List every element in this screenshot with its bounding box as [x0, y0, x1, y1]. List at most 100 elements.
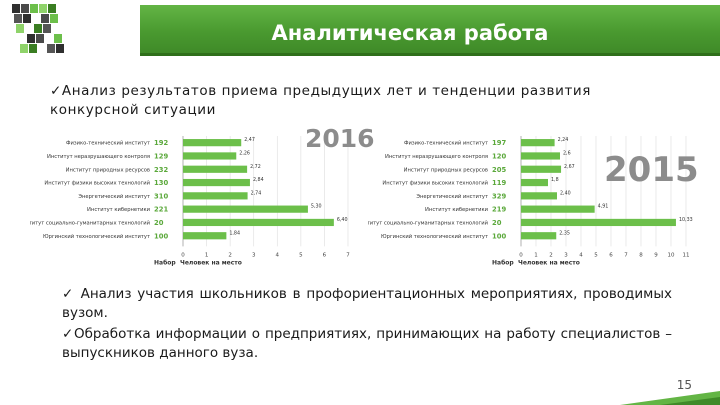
slide-header: Аналитическая работа: [0, 0, 720, 58]
nabor-value: 221: [154, 206, 168, 214]
page-number: 15: [676, 378, 692, 392]
category-label: Энергетический институт: [416, 193, 488, 200]
year-label-2016: 2016: [305, 124, 375, 153]
x-tick-label: 11: [683, 252, 690, 258]
data-label: 1,84: [229, 230, 240, 236]
bar: [183, 218, 334, 227]
paragraph-employers: ✓Обработка информации о предприятиях, пр…: [62, 326, 672, 361]
nabor-value: 120: [492, 152, 506, 160]
bar: [521, 192, 557, 200]
bar: [521, 232, 557, 240]
slide-title: Аналитическая работа: [271, 21, 549, 45]
x-tick-label: 9: [654, 252, 658, 258]
bar: [183, 139, 242, 147]
x-tick-label: 2: [228, 252, 232, 258]
category-label: Институт неразрушающего контроля: [385, 154, 488, 160]
category-label: Энергетический институт: [78, 193, 150, 200]
x-tick-label: 3: [564, 252, 568, 258]
data-label: 2,26: [239, 150, 250, 156]
bar: [183, 232, 227, 240]
title-bar: [140, 5, 720, 53]
nabor-value: 192: [154, 139, 168, 147]
nabor-value: 205: [492, 166, 506, 174]
category-label: Институт природных ресурсов: [66, 167, 150, 173]
bar: [521, 205, 595, 213]
year-label-2015: 2015: [604, 150, 699, 190]
category-label: Институт физики высоких технологий: [44, 180, 150, 187]
x-tick-label: 7: [346, 252, 350, 258]
bar: [183, 165, 248, 173]
category-label: Институт социально-гуманитарных технолог…: [30, 219, 150, 226]
data-label: 4,91: [598, 204, 609, 210]
bar: [183, 205, 308, 213]
x-tick-label: 7: [624, 252, 628, 258]
bar: [521, 218, 676, 227]
nabor-value: 20: [492, 219, 502, 227]
category-label: Институт природных ресурсов: [404, 167, 488, 173]
data-label: 2,67: [564, 164, 575, 170]
data-label: 5,30: [311, 204, 322, 210]
x-tick-label: 5: [594, 252, 598, 258]
x-tick-label: 8: [639, 252, 643, 258]
chart-2016: 0 1 2 3 4 5 6 7 Физико-технический институт 192 2,…: [30, 136, 350, 266]
x-tick-label: 0: [519, 252, 523, 258]
bar: [521, 139, 555, 147]
nabor-value: 130: [154, 179, 168, 187]
data-label: 2,6: [563, 150, 571, 156]
nabor-value: 232: [154, 166, 168, 174]
paragraph-school-events: ✓ Анализ участия школьников в профориент…: [62, 286, 672, 321]
nabor-value: 329: [492, 192, 506, 200]
category-label: Институт кибернетики: [87, 207, 150, 213]
data-label: 2,84: [253, 177, 264, 183]
x-tick-label: 3: [252, 252, 256, 258]
paragraph-admission-analysis: ✓Анализ результатов приема предыдущих ле…: [50, 83, 592, 118]
data-label: 1,8: [551, 177, 559, 183]
data-label: 2,74: [251, 190, 262, 196]
bar: [183, 152, 237, 160]
bar: [521, 178, 548, 187]
nabor-value: 100: [154, 232, 168, 240]
data-label: 2,40: [560, 190, 571, 196]
category-label: Институт неразрушающего контроля: [47, 154, 150, 160]
data-label: 2,47: [244, 137, 255, 143]
x-tick-label: 10: [668, 252, 675, 258]
nabor-value: 310: [154, 192, 168, 200]
nabor-axis-label: Набор: [492, 259, 514, 266]
data-label: 2,24: [558, 137, 569, 143]
nabor-value: 129: [154, 152, 168, 160]
category-label: Институт кибернетики: [425, 207, 488, 213]
nabor-axis-label: Набор: [154, 259, 176, 266]
x-tick-label: 5: [299, 252, 303, 258]
category-label: Юргинский технологический институт: [381, 233, 488, 240]
nabor-value: 119: [492, 179, 506, 187]
category-label: Институт социально-гуманитарных технолог…: [368, 219, 488, 226]
x-tick-label: 4: [276, 252, 280, 258]
nabor-value: 100: [492, 232, 506, 240]
chart-2015: 0 1 2 3 4 5 6 7 8 9 10 11 Физико-технический институ…: [368, 136, 693, 266]
x-tick-label: 4: [579, 252, 583, 258]
x-axis-label: Человек на место: [518, 259, 580, 266]
x-tick-label: 6: [609, 252, 613, 258]
nabor-value: 219: [492, 206, 506, 214]
corner-decoration: [620, 391, 720, 405]
category-label: Юргинский технологический институт: [43, 233, 150, 240]
data-label: 10,33: [679, 217, 693, 223]
x-axis-label: Человек на место: [180, 259, 242, 266]
data-label: 2,72: [250, 164, 261, 170]
category-label: Физико-технический институт: [404, 140, 488, 147]
bar: [521, 165, 562, 173]
x-tick-label: 6: [323, 252, 327, 258]
category-label: Физико-технический институт: [66, 140, 150, 147]
x-tick-label: 0: [181, 252, 185, 258]
bar: [183, 178, 250, 187]
data-label: 6,40: [337, 217, 348, 223]
nabor-value: 197: [492, 139, 506, 147]
x-tick-label: 2: [549, 252, 553, 258]
data-label: 2,35: [559, 230, 570, 236]
nabor-value: 20: [154, 219, 164, 227]
title-underline: [140, 53, 720, 56]
x-tick-label: 1: [205, 252, 209, 258]
category-label: Институт физики высоких технологий: [382, 180, 488, 187]
cube-logo-icon: [12, 4, 64, 53]
x-tick-label: 1: [534, 252, 538, 258]
